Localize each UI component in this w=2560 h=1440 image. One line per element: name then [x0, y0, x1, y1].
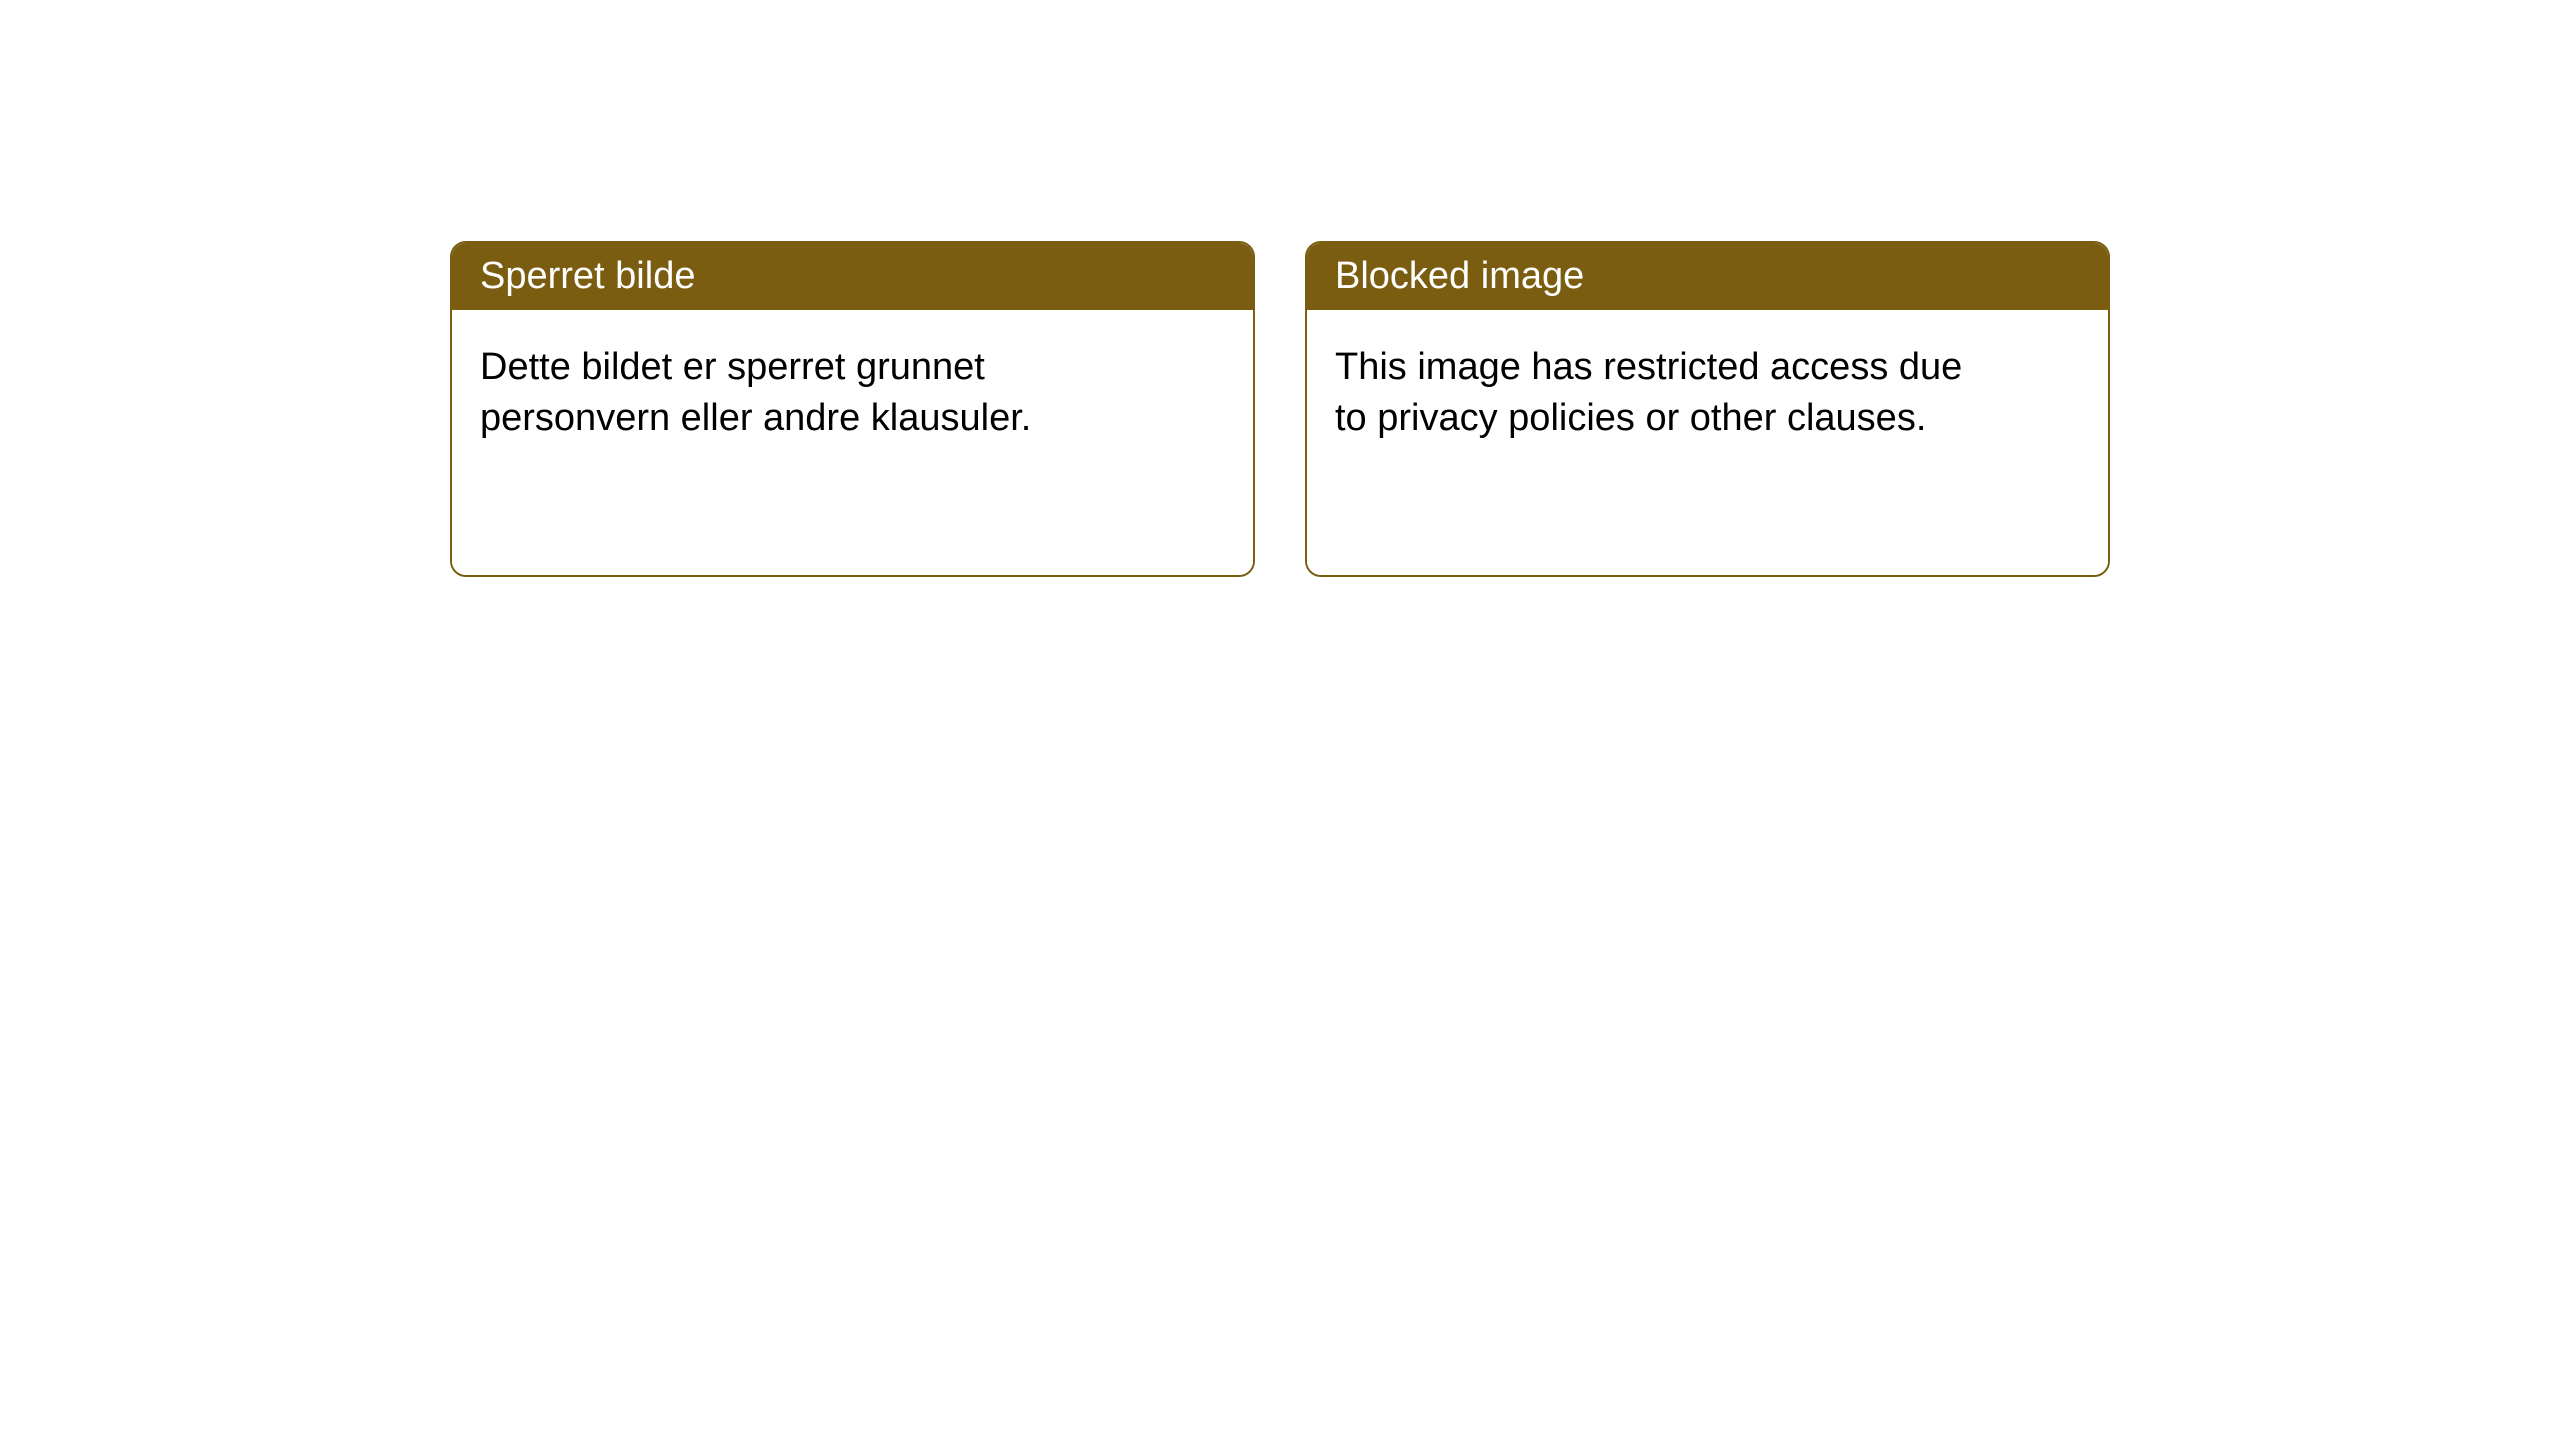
card-message: This image has restricted access due to …: [1335, 342, 1975, 445]
card-header: Sperret bilde: [452, 243, 1253, 310]
card-title: Sperret bilde: [480, 255, 695, 297]
notice-card-english: Blocked image This image has restricted …: [1305, 241, 2110, 577]
notice-container: Sperret bilde Dette bildet er sperret gr…: [450, 241, 2110, 577]
card-header: Blocked image: [1307, 243, 2108, 310]
notice-card-norwegian: Sperret bilde Dette bildet er sperret gr…: [450, 241, 1255, 577]
card-title: Blocked image: [1335, 255, 1584, 297]
card-body: This image has restricted access due to …: [1307, 310, 2108, 575]
card-message: Dette bildet er sperret grunnet personve…: [480, 342, 1120, 445]
card-body: Dette bildet er sperret grunnet personve…: [452, 310, 1253, 575]
